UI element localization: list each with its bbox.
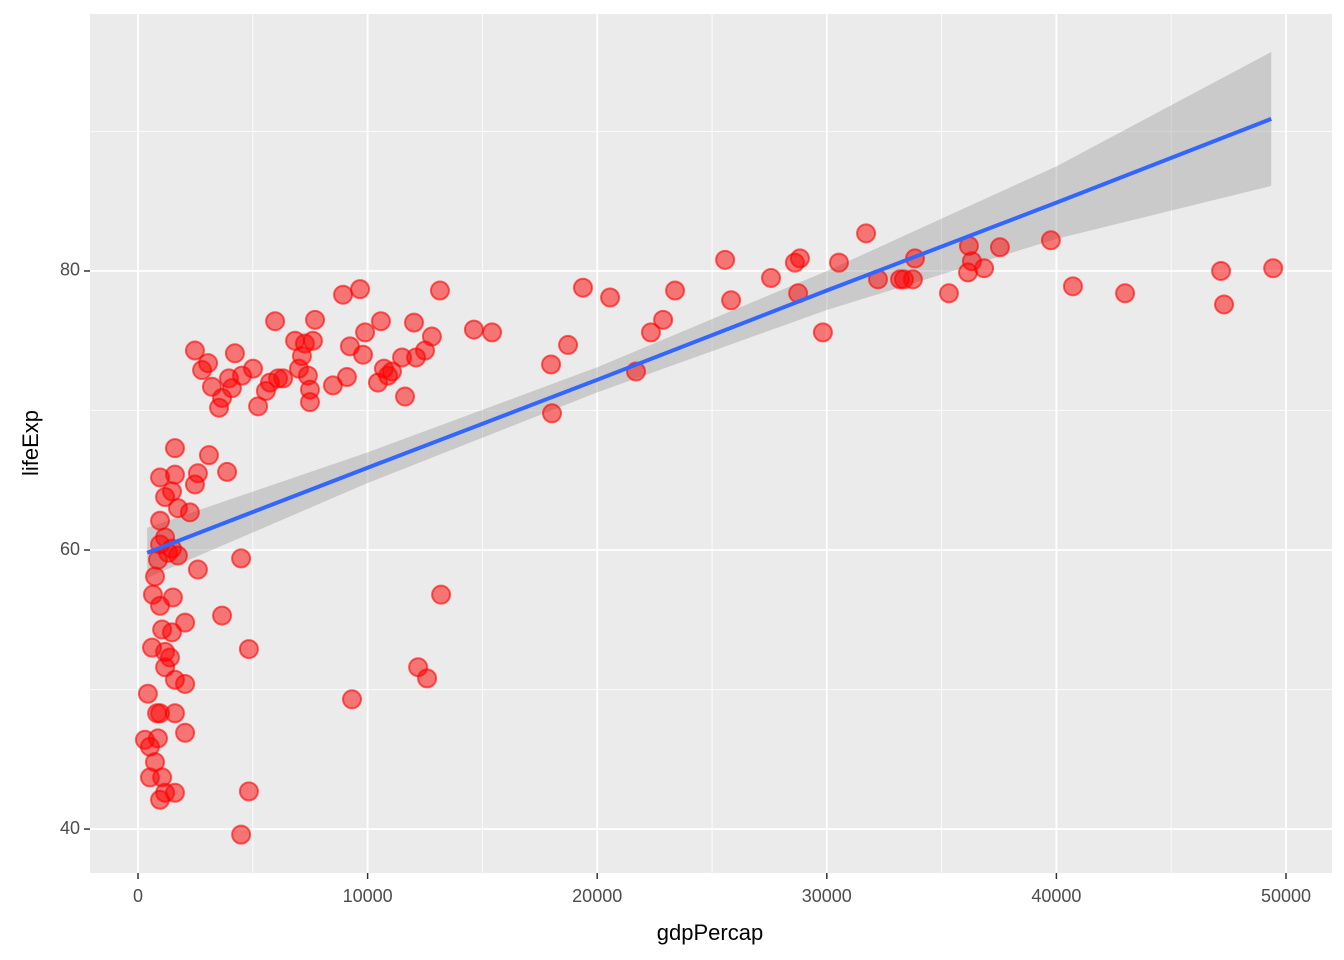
point <box>273 368 294 389</box>
point <box>305 309 326 330</box>
point <box>1214 294 1235 315</box>
point <box>653 309 674 330</box>
point <box>184 340 205 361</box>
point <box>812 322 833 343</box>
y-tick-label: 80 <box>60 260 80 280</box>
point <box>147 728 168 749</box>
point <box>137 683 158 704</box>
point <box>164 438 185 459</box>
point <box>721 290 742 311</box>
point <box>902 269 923 290</box>
point <box>1263 258 1284 279</box>
fit-line <box>146 117 1272 555</box>
point <box>162 587 183 608</box>
point <box>175 673 196 694</box>
point <box>417 668 438 689</box>
y-axis-label: lifeExp <box>18 410 43 476</box>
point <box>248 396 269 417</box>
point <box>482 322 503 343</box>
point <box>217 461 238 482</box>
point <box>336 367 357 388</box>
point <box>856 223 877 244</box>
x-tick-label: 10000 <box>343 886 393 906</box>
point <box>1062 276 1083 297</box>
point <box>238 639 259 660</box>
point <box>761 267 782 288</box>
point <box>161 622 182 643</box>
line-layer <box>146 117 1272 555</box>
point <box>403 312 424 333</box>
x-tick-label: 30000 <box>802 886 852 906</box>
point <box>828 252 849 273</box>
panel <box>90 14 1332 873</box>
point <box>1211 260 1232 281</box>
point <box>299 392 320 413</box>
point <box>715 249 736 270</box>
x-tick-label: 40000 <box>1031 886 1081 906</box>
point <box>353 344 374 365</box>
point <box>231 824 252 845</box>
point <box>164 782 185 803</box>
point <box>789 248 810 269</box>
points <box>134 223 1284 845</box>
point <box>164 464 185 485</box>
point <box>179 502 200 523</box>
point <box>150 510 171 531</box>
point <box>161 481 182 502</box>
point <box>395 386 416 407</box>
point <box>1040 230 1061 251</box>
point <box>333 284 354 305</box>
x-tick-label: 20000 <box>572 886 622 906</box>
point <box>541 403 562 424</box>
point <box>198 445 219 466</box>
point <box>231 548 252 569</box>
axes: 0 10000 20000 30000 40000 50000 40 60 80 <box>60 260 1311 906</box>
point <box>198 353 219 374</box>
point <box>302 330 323 351</box>
point <box>600 287 621 308</box>
point <box>175 722 196 743</box>
point <box>164 703 185 724</box>
point <box>243 358 264 379</box>
point <box>212 605 233 626</box>
point <box>350 279 371 300</box>
point <box>421 326 442 347</box>
point <box>558 334 579 355</box>
point <box>640 322 661 343</box>
point <box>381 361 402 382</box>
point <box>665 280 686 301</box>
point <box>187 463 208 484</box>
point <box>341 689 362 710</box>
point <box>224 343 245 364</box>
point <box>238 781 259 802</box>
point <box>989 237 1010 258</box>
point <box>159 647 180 668</box>
x-tick-label: 50000 <box>1261 886 1311 906</box>
point <box>175 612 196 633</box>
point <box>370 311 391 332</box>
point <box>541 354 562 375</box>
grid <box>90 14 1332 873</box>
x-tick-label: 0 <box>133 886 143 906</box>
point <box>1115 283 1136 304</box>
point <box>429 280 450 301</box>
point <box>938 283 959 304</box>
point <box>187 559 208 580</box>
point <box>355 322 376 343</box>
point <box>265 311 286 332</box>
point <box>463 319 484 340</box>
point <box>167 545 188 566</box>
y-tick-label: 60 <box>60 539 80 559</box>
point <box>572 277 593 298</box>
x-axis-label: gdpPercap <box>657 920 763 945</box>
point <box>144 566 165 587</box>
y-tick-label: 40 <box>60 818 80 838</box>
point <box>974 258 995 279</box>
point <box>431 584 452 605</box>
